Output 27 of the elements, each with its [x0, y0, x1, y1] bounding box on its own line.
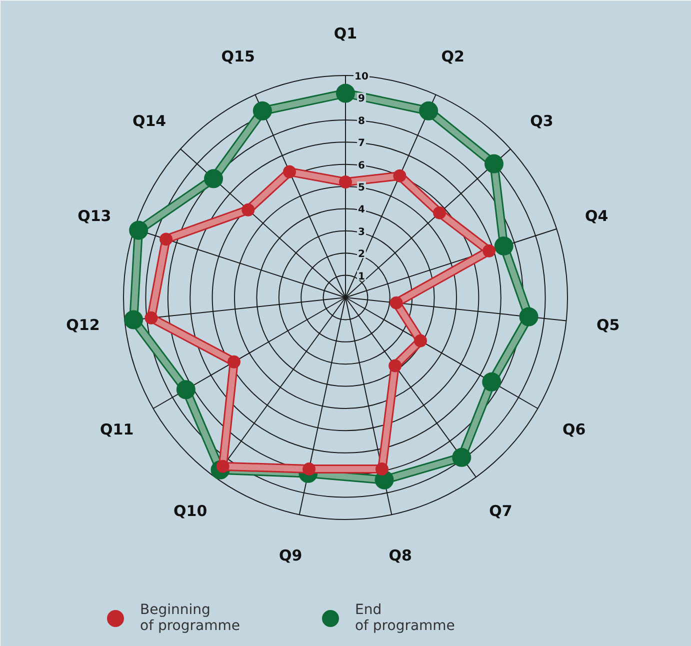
- spoke-label: Q6: [562, 420, 586, 438]
- y-tick-label: 1: [358, 271, 366, 282]
- y-tick-label: 9: [358, 94, 366, 105]
- spoke-label: Q13: [78, 206, 112, 225]
- spoke-label: Q5: [596, 316, 620, 334]
- spoke-label: Q3: [530, 112, 554, 130]
- legend-label: Beginning of programme: [140, 602, 240, 634]
- y-tick-label: 7: [358, 138, 366, 150]
- spoke-label: Q12: [66, 316, 100, 334]
- y-tick-label: 10: [354, 72, 368, 82]
- spoke-label: Q4: [584, 206, 608, 225]
- spoke-label: Q8: [388, 546, 412, 565]
- legend-label: End of programme: [354, 602, 455, 634]
- spoke-label: Q15: [221, 47, 255, 66]
- spoke-label: Q9: [279, 546, 302, 565]
- y-tick-label: 6: [358, 160, 366, 172]
- y-tick-label: 2: [358, 249, 366, 260]
- y-tick-label: 8: [358, 116, 366, 127]
- spoke-label: Q11: [100, 420, 134, 438]
- spoke-label: Q14: [132, 112, 166, 130]
- y-tick-label: 5: [358, 182, 366, 194]
- spoke-label: Q10: [174, 502, 208, 520]
- spoke-label: Q2: [441, 47, 464, 66]
- y-tick-label: 3: [358, 226, 366, 238]
- y-tick-label: 4: [358, 204, 366, 216]
- spoke-label: Q1: [334, 24, 358, 42]
- spoke-label: Q7: [489, 502, 512, 520]
